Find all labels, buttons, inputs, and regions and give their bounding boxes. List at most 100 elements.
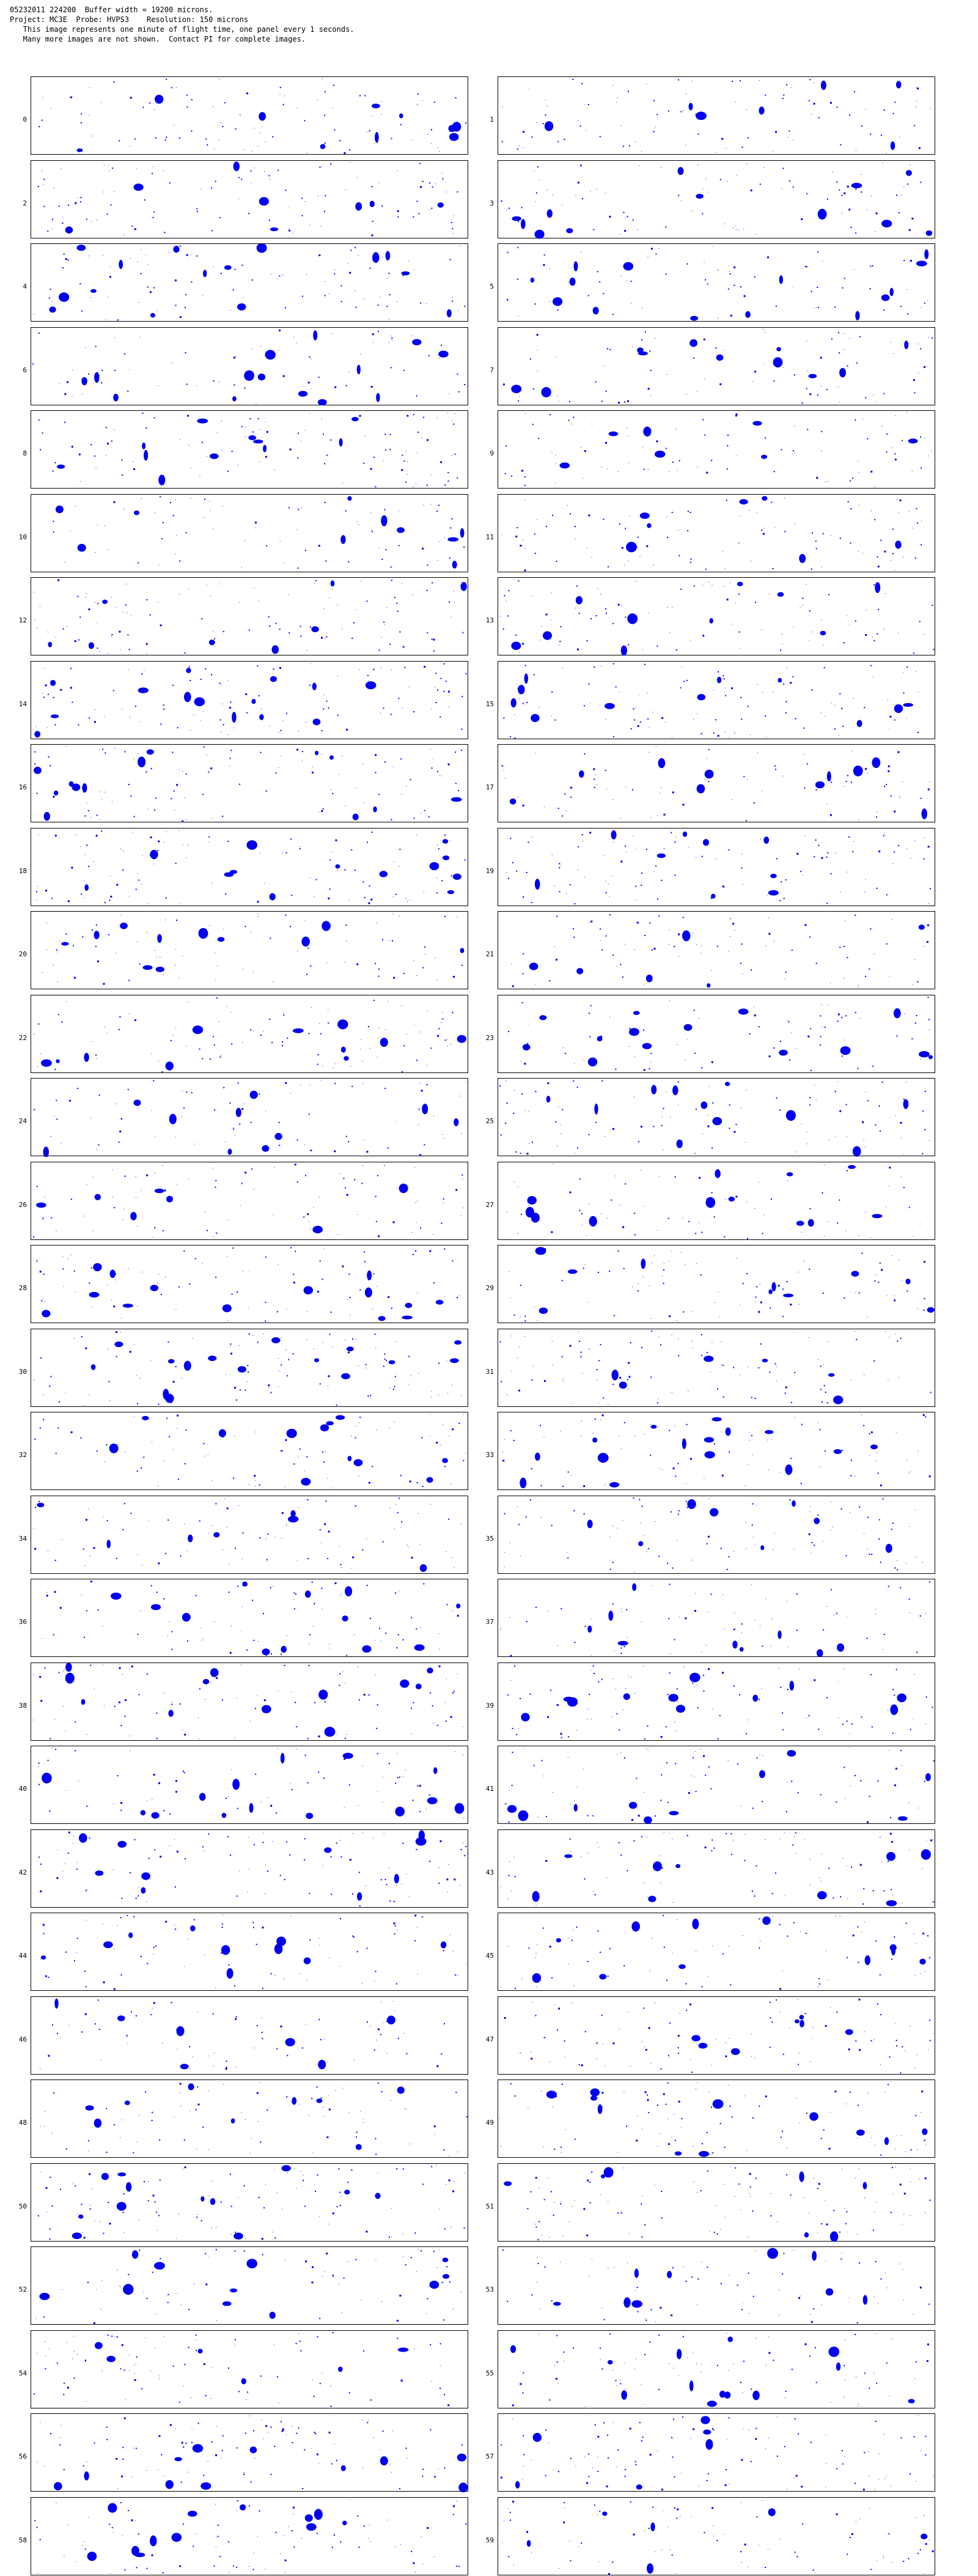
particle-speck — [562, 815, 563, 817]
particle-speck — [805, 1932, 807, 1934]
particle-speck — [177, 1414, 179, 1417]
particle-speck — [891, 1840, 894, 1843]
particle-speck — [533, 1765, 535, 1766]
particle-speck — [211, 818, 213, 819]
particle-blob — [221, 1812, 227, 1818]
particle-speck — [386, 1884, 388, 1886]
particle-blob — [362, 1645, 372, 1653]
particle-speck — [900, 2072, 902, 2074]
particle-panel-32 — [31, 1412, 468, 1490]
particle-speck — [101, 369, 103, 371]
particle-speck — [780, 649, 781, 651]
particle-speck — [452, 1011, 454, 1013]
particle-speck — [623, 1965, 625, 1966]
particle-speck — [671, 1511, 672, 1513]
particle-speck — [634, 719, 635, 721]
particle-speck — [384, 1353, 386, 1355]
particle-speck — [821, 430, 823, 432]
particle-blob — [335, 864, 340, 869]
particle-speck — [738, 631, 740, 633]
particle-speck — [54, 724, 56, 726]
particle-blob — [173, 245, 180, 253]
particle-speck — [754, 2057, 756, 2059]
particle-speck — [309, 1634, 311, 1636]
particle-field — [508, 997, 933, 1071]
particle-speck — [556, 1704, 559, 1707]
particle-speck — [67, 1852, 69, 1854]
particle-speck — [285, 914, 287, 916]
particle-speck — [147, 808, 149, 810]
panel-label-47: 47 — [485, 2035, 494, 2043]
particle-speck — [389, 643, 391, 645]
particle-speck — [783, 94, 785, 96]
particle-speck — [95, 946, 97, 947]
particle-blob — [752, 421, 762, 426]
particle-speck — [894, 1567, 896, 1569]
particle-speck — [122, 869, 124, 871]
particle-speck — [710, 898, 712, 899]
particle-speck — [130, 2011, 132, 2013]
particle-speck — [221, 1923, 223, 1925]
particle-speck — [443, 1950, 444, 1952]
particle-speck — [521, 1214, 522, 1216]
particle-speck — [256, 1944, 257, 1946]
particle-speck — [767, 895, 768, 896]
particle-blob — [627, 613, 638, 624]
particle-blob — [817, 209, 827, 220]
particle-blob — [870, 1444, 878, 1450]
particle-speck — [587, 295, 589, 297]
particle-speck — [855, 188, 857, 190]
particle-speck — [807, 429, 809, 430]
particle-speck — [327, 1557, 329, 1559]
particle-speck — [525, 1110, 526, 1111]
particle-blob — [730, 2048, 740, 2055]
particle-blob — [320, 1424, 329, 1431]
particle-speck — [895, 1768, 897, 1770]
particle-speck — [579, 1340, 581, 1342]
particle-speck — [754, 1895, 756, 1897]
particle-field — [37, 161, 458, 237]
particle-blob — [739, 499, 748, 505]
particle-speck — [452, 300, 454, 302]
particle-speck — [397, 210, 399, 212]
particle-speck — [765, 437, 767, 439]
particle-speck — [318, 377, 320, 378]
particle-speck — [757, 684, 758, 685]
particle-speck — [507, 251, 509, 253]
particle-speck — [891, 1255, 892, 1256]
particle-speck — [408, 1547, 409, 1548]
particle-speck — [119, 1667, 121, 1669]
particle-speck — [191, 1092, 193, 1094]
particle-blob — [34, 731, 40, 738]
particle-speck — [433, 101, 435, 103]
particle-speck — [372, 220, 373, 222]
particle-blob — [418, 1830, 425, 1841]
particle-speck — [811, 1552, 812, 1554]
particle-speck — [142, 106, 144, 108]
particle-speck — [601, 949, 603, 951]
particle-speck — [171, 2002, 172, 2004]
particle-speck — [888, 765, 890, 767]
particle-speck — [374, 1980, 375, 1982]
particle-speck — [401, 1521, 403, 1522]
particle-blob — [709, 618, 713, 624]
particle-speck — [282, 1041, 284, 1043]
particle-speck — [278, 1264, 279, 1265]
particle-speck — [285, 1082, 287, 1084]
particle-speck — [321, 810, 323, 812]
particle-speck — [285, 1349, 287, 1351]
particle-speck — [763, 1214, 764, 1216]
particle-speck — [612, 1384, 614, 1386]
particle-speck — [871, 1554, 873, 1556]
particle-speck — [257, 1641, 259, 1642]
particle-speck — [130, 795, 132, 797]
particle-speck — [37, 886, 39, 887]
particle-blob — [405, 1302, 413, 1308]
particle-speck — [457, 1615, 459, 1617]
particle-blob — [330, 580, 335, 587]
particle-speck — [359, 415, 361, 417]
particle-speck — [375, 772, 377, 773]
particle-speck — [279, 87, 281, 89]
particle-speck — [373, 1273, 375, 1275]
particle-speck — [185, 352, 186, 354]
